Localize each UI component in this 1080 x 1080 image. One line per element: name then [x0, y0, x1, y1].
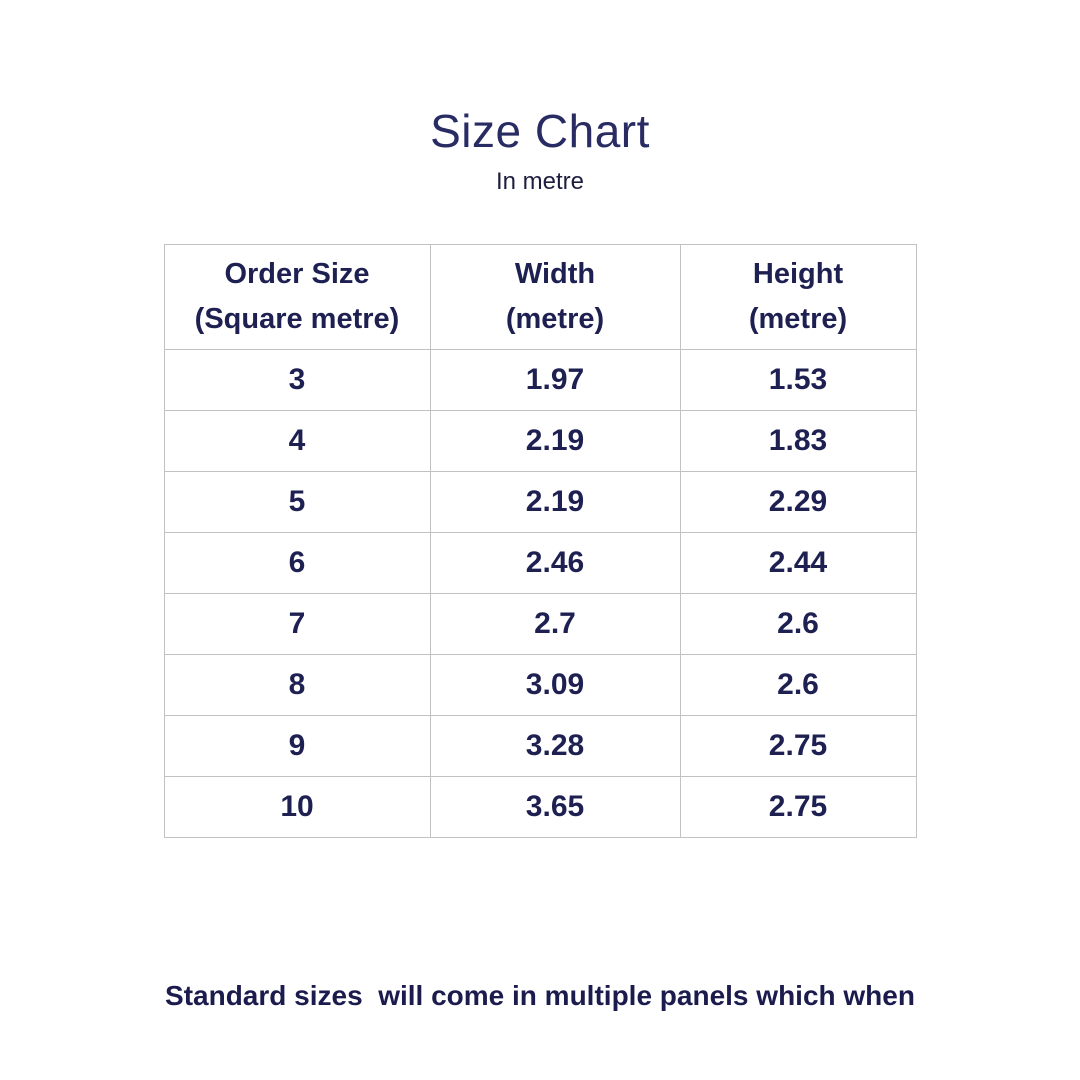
- header-width-line2: (metre): [505, 303, 605, 336]
- footer-note-line1: Standard sizes will come in multiple pan…: [165, 979, 915, 1011]
- table-row: 4 2.19 1.83: [163, 410, 917, 473]
- table-row: 6 2.46 2.44: [163, 532, 917, 595]
- cell-width: 3.65: [429, 776, 681, 839]
- table-row: 7 2.7 2.6: [163, 593, 917, 656]
- cell-order-size: 10: [163, 776, 431, 839]
- cell-width: 1.97: [429, 349, 681, 412]
- header-height-line1: Height: [752, 258, 844, 291]
- header-order-size-line1: Order Size: [224, 258, 370, 291]
- header-width: Width (metre): [429, 244, 681, 351]
- cell-order-size: 8: [163, 654, 431, 717]
- header-width-line1: Width: [514, 258, 596, 291]
- size-table: Order Size (Square metre) Width (metre) …: [163, 244, 917, 839]
- cell-height: 1.53: [679, 349, 917, 412]
- cell-height: 2.75: [679, 715, 917, 778]
- cell-order-size: 5: [163, 471, 431, 534]
- cell-width: 2.19: [429, 471, 681, 534]
- table-row: 3 1.97 1.53: [163, 349, 917, 412]
- header-order-size-line2: (Square metre): [194, 303, 400, 336]
- cell-height: 2.6: [679, 593, 917, 656]
- cell-order-size: 6: [163, 532, 431, 595]
- cell-width: 2.7: [429, 593, 681, 656]
- cell-width: 2.19: [429, 410, 681, 473]
- table-header-row: Order Size (Square metre) Width (metre) …: [163, 244, 917, 351]
- header-height-line2: (metre): [748, 303, 848, 336]
- cell-order-size: 7: [163, 593, 431, 656]
- cell-height: 2.44: [679, 532, 917, 595]
- cell-order-size: 9: [163, 715, 431, 778]
- cell-height: 1.83: [679, 410, 917, 473]
- cell-width: 3.28: [429, 715, 681, 778]
- header-order-size: Order Size (Square metre): [163, 244, 431, 351]
- table-row: 5 2.19 2.29: [163, 471, 917, 534]
- cell-height: 2.75: [679, 776, 917, 839]
- page-subtitle: In metre: [495, 168, 585, 196]
- header-height: Height (metre): [679, 244, 917, 351]
- footer-note: Standard sizes will come in multiple pan…: [0, 894, 1080, 1080]
- cell-width: 2.46: [429, 532, 681, 595]
- cell-order-size: 3: [163, 349, 431, 412]
- cell-width: 3.09: [429, 654, 681, 717]
- table-row: 8 3.09 2.6: [163, 654, 917, 717]
- table-row: 10 3.65 2.75: [163, 776, 917, 839]
- cell-height: 2.29: [679, 471, 917, 534]
- cell-order-size: 4: [163, 410, 431, 473]
- cell-height: 2.6: [679, 654, 917, 717]
- page-title: Size Chart: [430, 105, 650, 157]
- table-row: 9 3.28 2.75: [163, 715, 917, 778]
